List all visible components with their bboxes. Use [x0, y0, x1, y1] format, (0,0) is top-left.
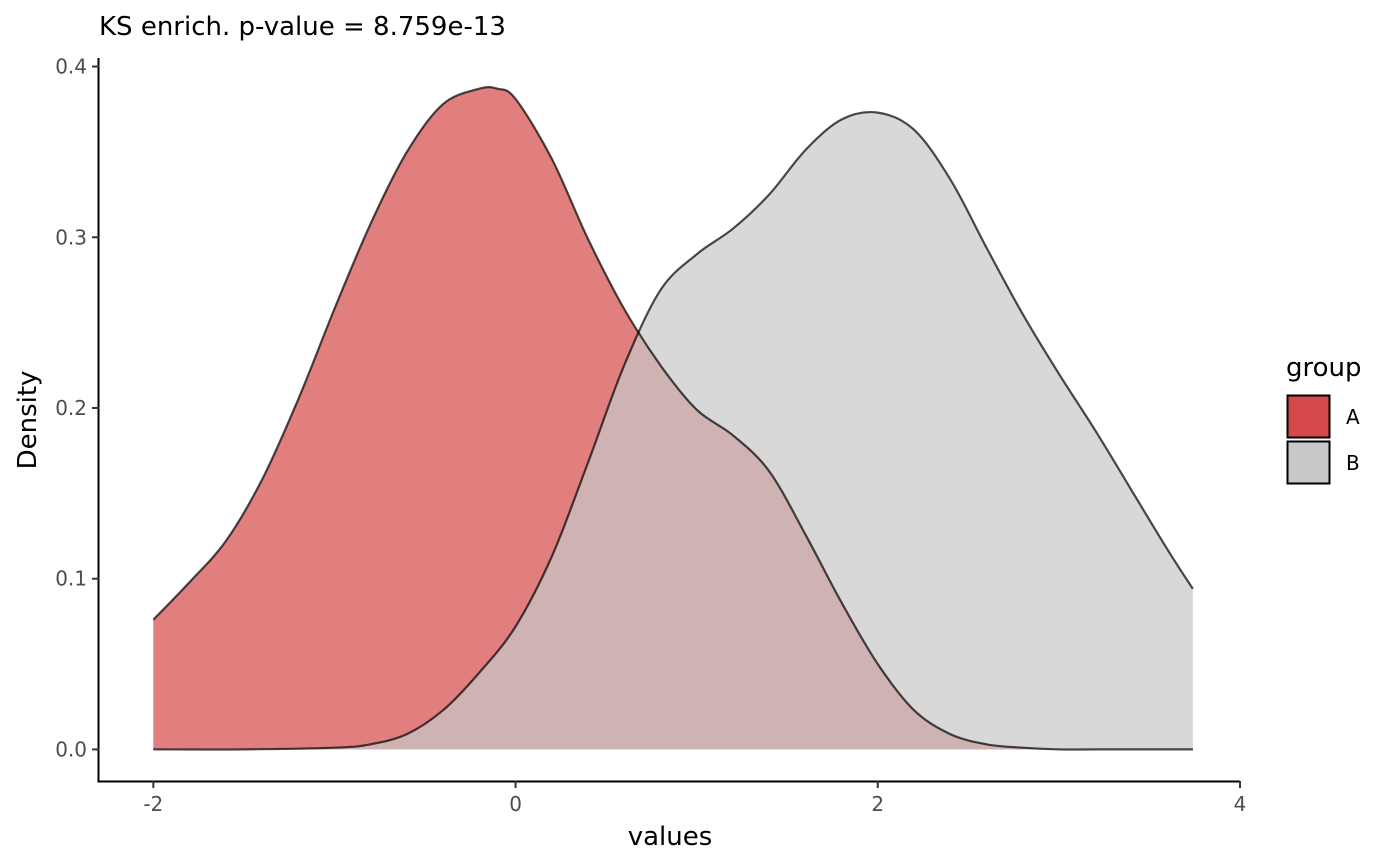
density-line-B	[153, 110, 1194, 751]
legend-key-B	[1286, 440, 1331, 485]
density-outlines	[152, 86, 1194, 751]
density-areas	[153, 87, 1193, 750]
density-area-B	[153, 112, 1193, 750]
x-axis-title: values	[628, 822, 713, 852]
y-tick-label: 0.3	[55, 225, 87, 249]
y-axis-title: Density	[13, 371, 43, 470]
x-axis-ticks: -2 0 2 4	[143, 781, 1246, 816]
x-tick-label: 0	[509, 792, 522, 816]
legend-label-B: B	[1346, 451, 1360, 475]
legend-title: group	[1286, 353, 1362, 383]
legend-key-A	[1286, 394, 1331, 439]
y-axis-ticks: 0.0 0.1 0.2 0.3 0.4	[55, 55, 99, 761]
density-line-A	[152, 86, 1193, 751]
x-tick-label: -2	[143, 792, 163, 816]
x-tick-label: 2	[871, 792, 884, 816]
y-tick-label: 0.0	[55, 737, 87, 761]
y-tick-label: 0.4	[55, 55, 87, 79]
legend: group A B	[1286, 353, 1362, 485]
y-tick-label: 0.1	[55, 567, 87, 591]
y-tick-label: 0.2	[55, 396, 87, 420]
chart-title: KS enrich. p-value = 8.759e-13	[99, 12, 506, 42]
legend-label-A: A	[1346, 405, 1360, 429]
x-tick-label: 4	[1234, 792, 1247, 816]
